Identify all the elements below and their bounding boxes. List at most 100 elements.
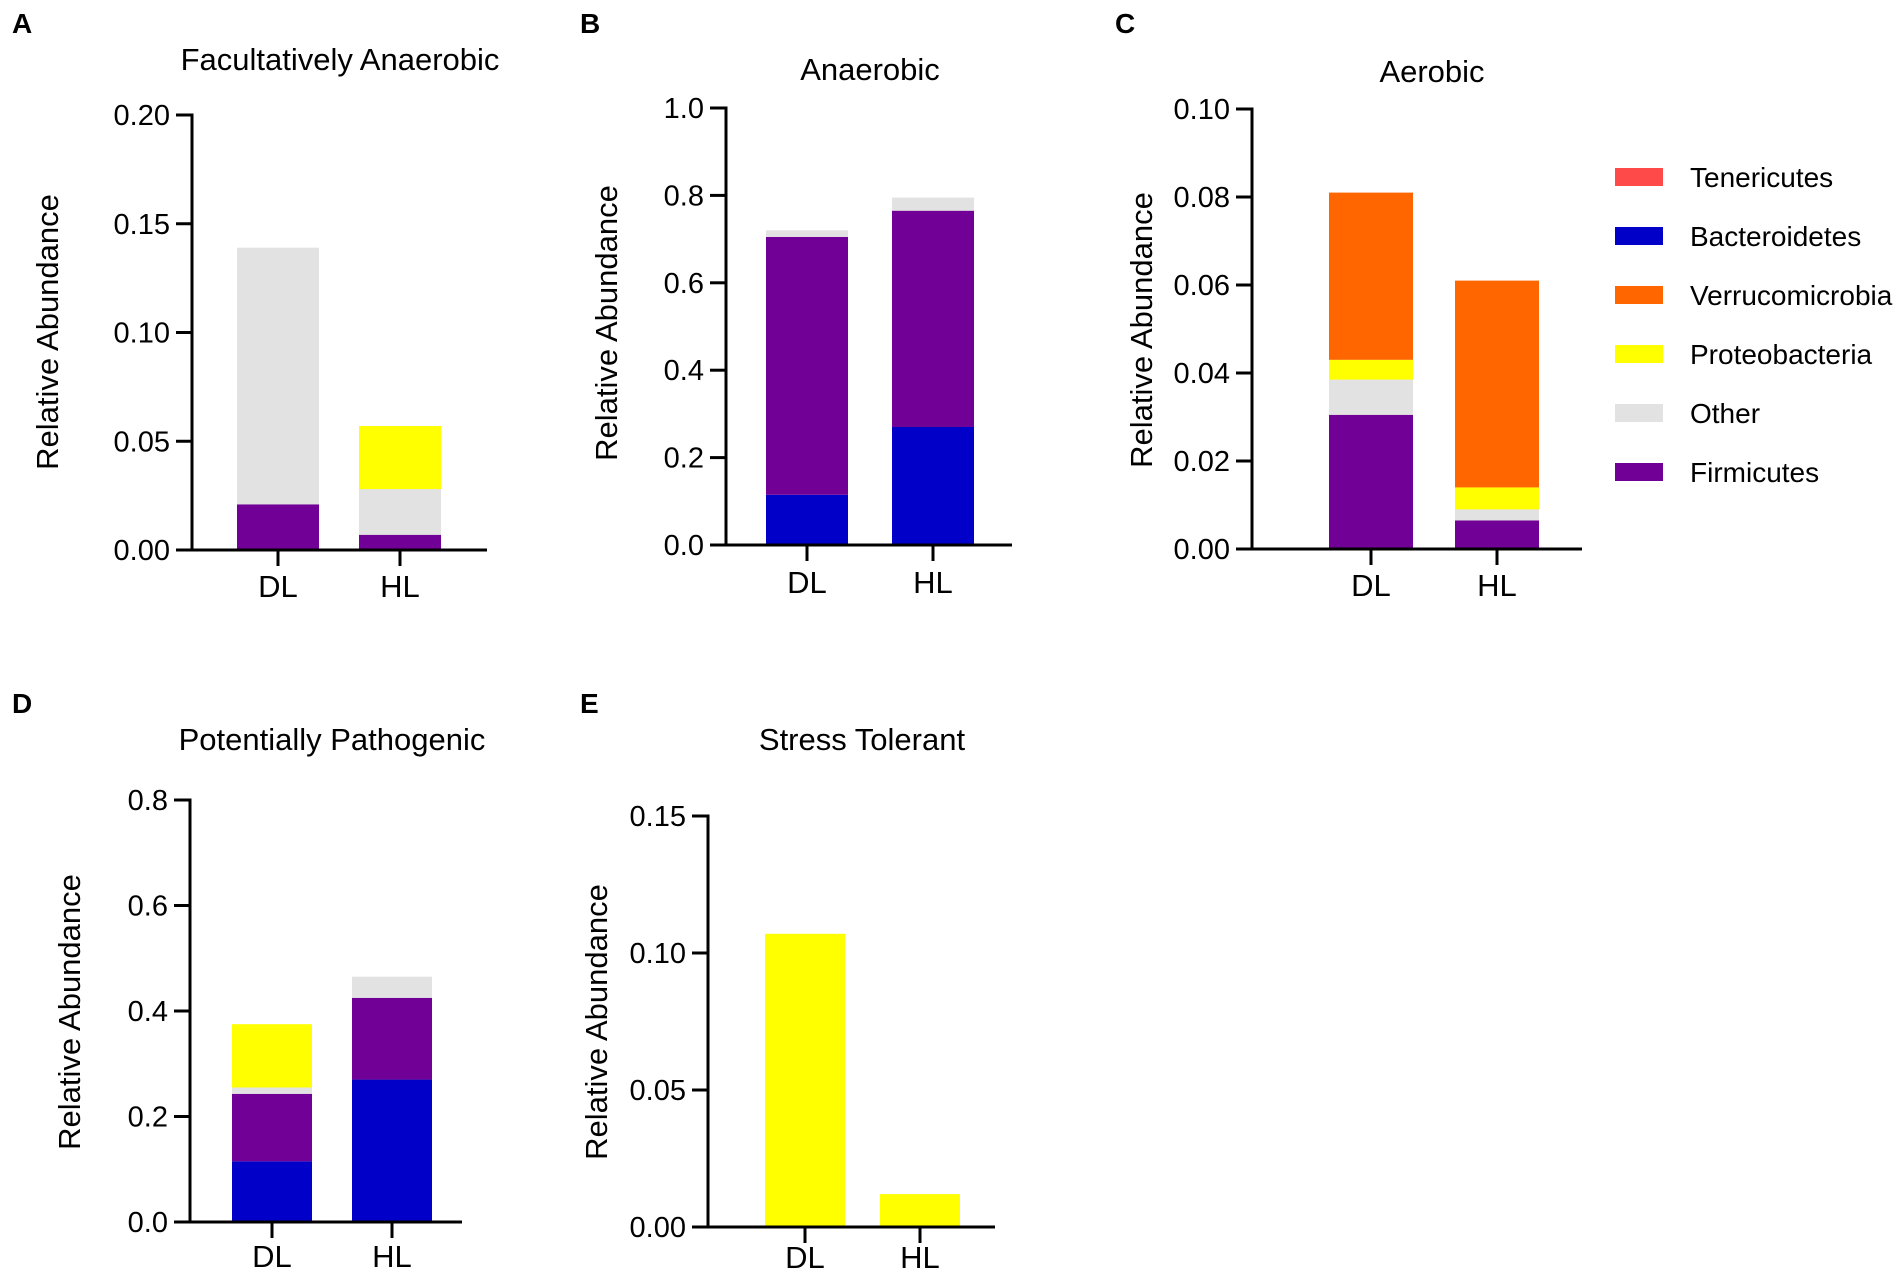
legend-label: Tenericutes (1690, 162, 1833, 193)
y-tick-label: 0.08 (1174, 182, 1230, 214)
legend-item-tenericutes: Tenericutes (1615, 162, 1833, 193)
y-tick-label: 0.0 (664, 530, 704, 562)
bar-hl-other (1455, 509, 1539, 521)
bars (1329, 192, 1539, 549)
y-tick-label: 0.10 (114, 318, 170, 350)
panel-letter: B (580, 8, 600, 39)
panel-e: E Stress Tolerant 0.00 0.05 0.10 0.15 DL HL Rela… (579, 688, 995, 1275)
y-tick-label: 0.00 (114, 535, 170, 567)
x-tick-label-hl: HL (1477, 568, 1517, 603)
x-tick-label-hl: HL (913, 565, 953, 600)
x-tick-label-dl: DL (787, 565, 827, 600)
panel-letter: E (580, 688, 599, 719)
bar-dl-proteobacteria (232, 1024, 312, 1088)
y-tick-label: 0.05 (630, 1075, 686, 1107)
legend-label: Proteobacteria (1690, 339, 1873, 370)
chart-title: Anaerobic (800, 52, 940, 87)
y-tick-label: 0.4 (664, 355, 704, 387)
legend-label: Bacteroidetes (1690, 221, 1861, 252)
y-axis-label: Relative Abundance (589, 185, 624, 461)
legend-item-verrucomicrobia: Verrucomicrobia (1615, 280, 1893, 311)
bar-dl-bacteroidetes (766, 494, 848, 545)
bar-dl-firmicutes (232, 1093, 312, 1162)
bar-hl-proteobacteria (880, 1194, 960, 1227)
x-tick-label-hl: HL (380, 569, 420, 604)
x-tick-label-dl: DL (1351, 568, 1391, 603)
bar-hl-verrucomicrobia (1455, 280, 1539, 488)
bar-hl-bacteroidetes (352, 1079, 432, 1222)
legend-label: Firmicutes (1690, 457, 1819, 488)
bar-dl-bacteroidetes (232, 1161, 312, 1222)
y-tick-label: 0.02 (1174, 446, 1230, 478)
bar-dl-firmicutes (237, 504, 319, 550)
y-tick-label: 1.0 (664, 93, 704, 125)
bar-hl-firmicutes (359, 534, 441, 550)
x-tick-label-dl: DL (785, 1240, 825, 1275)
bar-hl-firmicutes (892, 210, 974, 428)
bar-hl-other (892, 197, 974, 211)
y-tick-label: 0.8 (128, 785, 168, 817)
y-axis-label: Relative Abundance (52, 874, 87, 1150)
y-axis-label: Relative Abundance (579, 884, 614, 1160)
panel-c: C Aerobic 0.00 0.02 0.04 0.06 0.08 0.10 DL HL Rela… (1115, 8, 1582, 603)
bar-dl-proteobacteria (1329, 359, 1413, 380)
panel-a: A Facultatively Anaerobic 0.00 0.05 0.10 0.15… (12, 8, 499, 604)
bar-hl-proteobacteria (359, 426, 441, 490)
legend-item-firmicutes: Firmicutes (1615, 457, 1819, 488)
y-tick-label: 0.05 (114, 426, 170, 458)
y-tick-label: 0.8 (664, 180, 704, 212)
legend-label: Other (1690, 398, 1760, 429)
y-tick-label: 0.2 (664, 443, 704, 475)
panel-letter: C (1115, 8, 1135, 39)
legend-swatch (1615, 227, 1663, 245)
x-tick-label-dl: DL (252, 1239, 292, 1274)
panels: A Facultatively Anaerobic 0.00 0.05 0.10 0.15… (12, 8, 1582, 1275)
bar-dl-firmicutes (1329, 414, 1413, 549)
legend: Tenericutes Bacteroidetes Verrucomicrobia P… (1615, 162, 1893, 488)
bars (765, 933, 960, 1227)
chart-title: Stress Tolerant (759, 722, 966, 757)
bar-dl-other (232, 1087, 312, 1094)
x-tick-label-hl: HL (372, 1239, 412, 1274)
y-axis-label: Relative Abundance (30, 194, 65, 470)
legend-swatch (1615, 463, 1663, 481)
bar-hl-firmicutes (1455, 520, 1539, 549)
panel-d: D Potentially Pathogenic 0.0 0.2 0.4 0.6 0.8 DL… (12, 688, 485, 1274)
bar-hl-bacteroidetes (892, 427, 974, 545)
chart-title: Aerobic (1379, 54, 1484, 89)
bar-dl-proteobacteria (765, 933, 845, 1227)
y-tick-label: 0.6 (664, 268, 704, 300)
bar-hl-firmicutes (352, 997, 432, 1080)
panel-letter: D (12, 688, 32, 719)
legend-swatch (1615, 345, 1663, 363)
x-tick-label-hl: HL (900, 1240, 940, 1275)
x-tick-label-dl: DL (258, 569, 298, 604)
bar-dl-other (237, 247, 319, 505)
bars (237, 247, 441, 550)
y-tick-label: 0.10 (1174, 94, 1230, 126)
legend-item-proteobacteria: Proteobacteria (1615, 339, 1873, 370)
bars (232, 976, 432, 1222)
y-axis-label: Relative Abundance (1124, 192, 1159, 468)
y-tick-label: 0.04 (1174, 358, 1230, 390)
bar-hl-other (359, 489, 441, 535)
legend-label: Verrucomicrobia (1690, 280, 1893, 311)
bars (766, 197, 974, 545)
panel-b: B Anaerobic 0.0 0.2 0.4 0.6 0.8 1.0 DL HL Relative… (580, 8, 1012, 600)
legend-swatch (1615, 286, 1663, 304)
bar-dl-firmicutes (766, 236, 848, 495)
bar-dl-other (1329, 379, 1413, 415)
bar-hl-other (352, 976, 432, 998)
y-tick-label: 0.4 (128, 996, 168, 1028)
y-tick-label: 0.2 (128, 1102, 168, 1134)
y-tick-label: 0.06 (1174, 270, 1230, 302)
bar-dl-other (766, 230, 848, 237)
y-tick-label: 0.6 (128, 891, 168, 923)
bar-dl-verrucomicrobia (1329, 192, 1413, 360)
y-tick-label: 0.00 (630, 1212, 686, 1244)
y-tick-label: 0.10 (630, 938, 686, 970)
y-tick-label: 0.00 (1174, 534, 1230, 566)
legend-item-other: Other (1615, 398, 1760, 429)
bar-hl-proteobacteria (1455, 487, 1539, 510)
